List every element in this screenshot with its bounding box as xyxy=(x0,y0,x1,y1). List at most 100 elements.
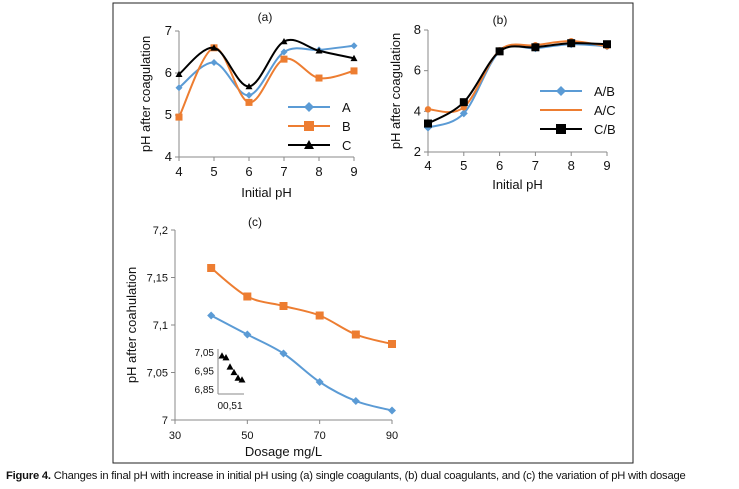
caption-label: Figure 4. xyxy=(6,470,51,482)
square-marker xyxy=(603,40,611,49)
series-line-blue xyxy=(210,314,393,412)
triangle-marker xyxy=(304,140,314,149)
caption-text: Changes in final pH with increase in ini… xyxy=(50,470,686,482)
square-marker xyxy=(424,119,432,128)
y-tick-label: 7,15 xyxy=(147,273,168,285)
x-tick-label: 6 xyxy=(496,158,503,173)
legend-label: B xyxy=(342,119,351,134)
figure-frame xyxy=(112,2,634,464)
y-tick-label: 6 xyxy=(414,63,421,78)
y-axis-label: pH after coahulation xyxy=(124,267,139,383)
x-tick-label: 8 xyxy=(568,158,575,173)
legend-label: C/B xyxy=(594,122,616,137)
triangle-marker xyxy=(245,82,253,90)
square-marker xyxy=(459,98,468,107)
square-marker xyxy=(304,121,314,131)
chart-title: (b) xyxy=(493,13,508,27)
inset-y-tick-label: 7,05 xyxy=(195,348,215,359)
series-line-a-c xyxy=(427,40,608,114)
legend-label: C xyxy=(342,138,351,153)
diamond-marker xyxy=(279,349,288,358)
x-tick-label: 50 xyxy=(241,430,253,442)
inset-chart: 6,85 6,95 7,05 00,51 xyxy=(195,348,246,412)
square-marker xyxy=(315,311,324,320)
diamond-marker xyxy=(280,48,288,56)
y-tick-label: 7 xyxy=(162,415,168,427)
diamond-marker xyxy=(350,42,358,50)
y-tick-label: 7 xyxy=(165,23,172,38)
legend-label: A/C xyxy=(594,103,616,118)
legend-label: A xyxy=(342,100,351,115)
triangle-marker xyxy=(280,38,288,45)
square-marker xyxy=(280,55,288,63)
x-axis-label: Initial pH xyxy=(492,177,543,192)
x-tick-label: 5 xyxy=(460,158,467,173)
square-marker xyxy=(243,292,252,301)
y-axis-label: pH after coagulation xyxy=(138,36,153,152)
triangle-marker xyxy=(350,54,358,62)
triangle-marker xyxy=(234,374,242,381)
inset-x-label: 00,51 xyxy=(217,401,242,412)
x-tick-label: 5 xyxy=(210,164,217,179)
legend-label: A/B xyxy=(594,84,615,99)
inset-y-tick-label: 6,95 xyxy=(195,367,215,378)
y-tick-label: 5 xyxy=(165,107,172,122)
x-tick-label: 4 xyxy=(175,164,182,179)
chart-title: (c) xyxy=(248,215,262,229)
inset-y-tick-label: 6,85 xyxy=(195,385,215,396)
y-tick-label: 6 xyxy=(165,65,172,80)
diamond-marker xyxy=(351,397,360,405)
diamond-marker xyxy=(556,86,566,96)
triangle-marker xyxy=(222,354,230,361)
diamond-marker xyxy=(388,406,396,415)
diamond-marker xyxy=(315,378,324,386)
diamond-marker xyxy=(245,91,253,99)
x-tick-label: 70 xyxy=(314,430,326,442)
square-marker xyxy=(531,43,540,52)
square-marker xyxy=(350,67,358,75)
diamond-marker xyxy=(459,109,468,118)
series-line-orange xyxy=(210,267,393,345)
square-marker xyxy=(567,39,576,48)
x-tick-label: 8 xyxy=(315,164,322,179)
x-tick-label: 6 xyxy=(245,164,252,179)
triangle-marker xyxy=(315,47,323,54)
y-tick-label: 4 xyxy=(165,149,172,164)
square-marker xyxy=(351,330,360,339)
y-tick-label: 2 xyxy=(414,144,421,159)
circle-marker xyxy=(424,106,432,113)
x-tick-label: 90 xyxy=(386,430,398,442)
y-tick-label: 7,1 xyxy=(153,320,168,332)
square-marker xyxy=(495,47,504,56)
x-tick-label: 4 xyxy=(424,158,431,173)
diamond-marker xyxy=(175,84,183,92)
y-tick-label: 4 xyxy=(414,103,421,118)
x-tick-label: 9 xyxy=(350,164,357,179)
diamond-marker xyxy=(207,311,216,320)
square-marker xyxy=(175,113,183,121)
square-marker xyxy=(315,74,323,82)
series-line-c xyxy=(178,39,355,88)
y-tick-label: 8 xyxy=(414,22,421,37)
triangle-marker xyxy=(218,352,226,359)
square-marker xyxy=(207,264,216,272)
x-tick-label: 9 xyxy=(603,158,610,173)
x-tick-label: 7 xyxy=(280,164,287,179)
x-axis-label: Dosage mg/L xyxy=(245,444,322,459)
triangle-marker xyxy=(210,44,218,51)
square-marker xyxy=(279,302,288,310)
diamond-marker xyxy=(210,59,218,66)
diamond-marker xyxy=(243,330,252,339)
y-tick-label: 7,05 xyxy=(147,368,168,380)
y-tick-label: 7,2 xyxy=(153,225,168,237)
series-line-a-b xyxy=(427,43,608,129)
chart-title: (a) xyxy=(258,10,273,24)
figure-caption: Figure 4. Changes in final pH with incre… xyxy=(6,470,739,482)
square-marker xyxy=(388,340,396,348)
chart-a: 4 5 6 7 4 5 6 7 8 9 (a) Initial pH pH after coagulat… xyxy=(138,10,358,200)
x-axis-label: Initial pH xyxy=(241,185,292,200)
diamond-marker xyxy=(304,102,314,112)
triangle-marker xyxy=(230,368,238,376)
